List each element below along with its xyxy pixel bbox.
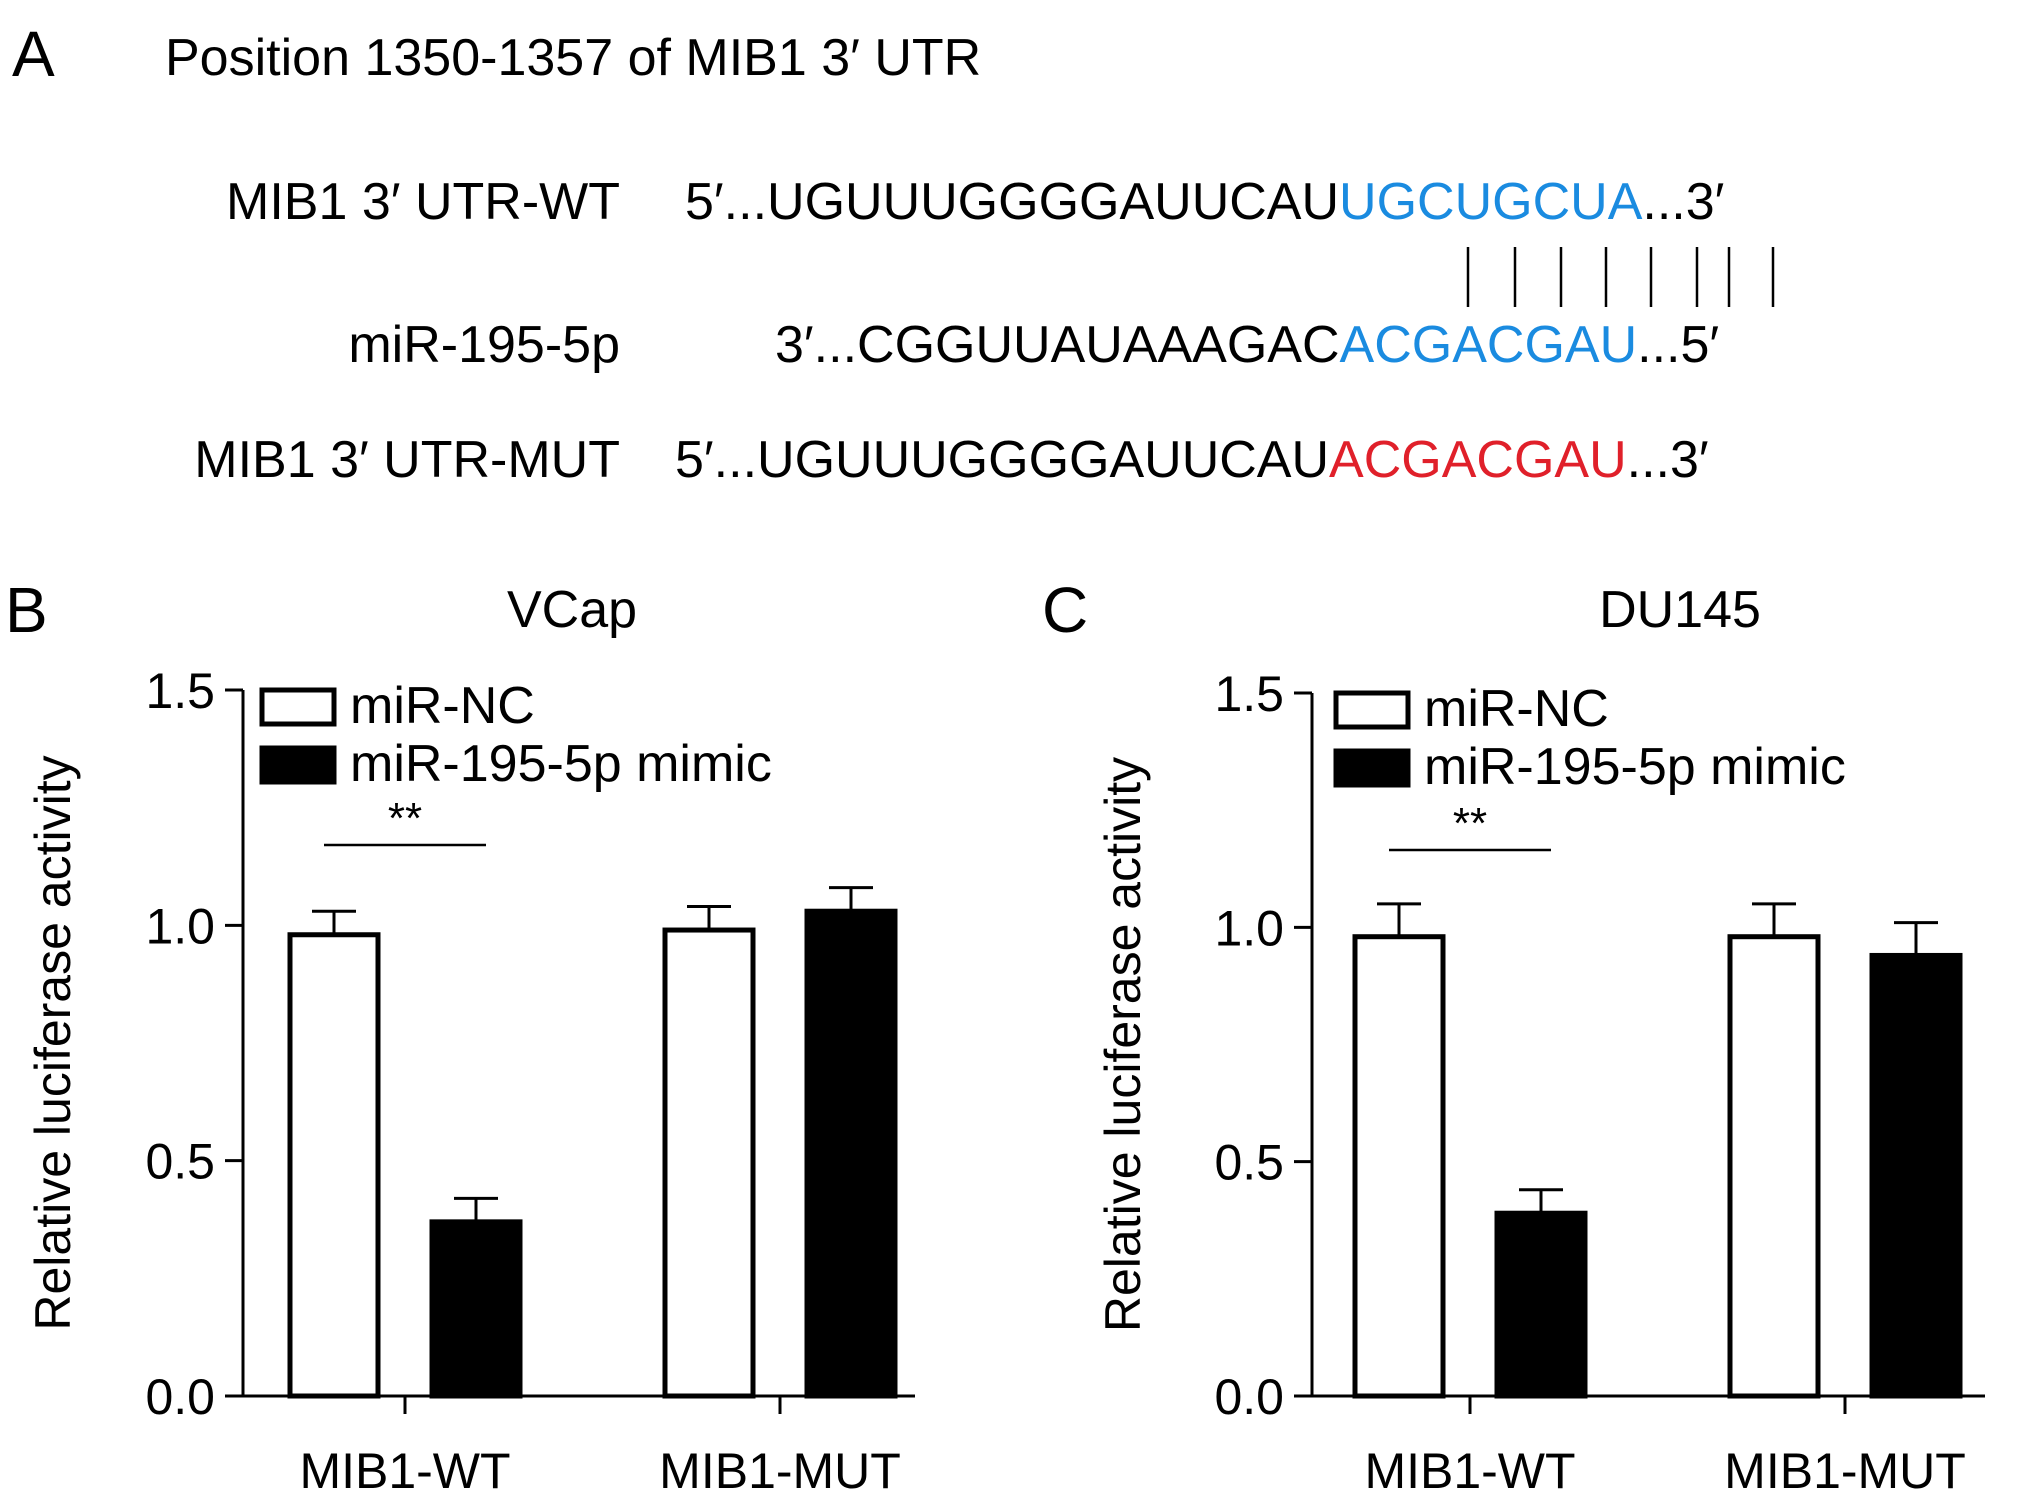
x-tick-label: MIB1-MUT — [1724, 1443, 1966, 1499]
bar-mir-195-5p-mimic — [804, 908, 898, 1399]
x-tick-label: MIB1-WT — [299, 1443, 510, 1499]
bar-mir-nc — [1727, 934, 1821, 1399]
sequence-text: 5′...UGUUUGGGGAUUCAUUGCUGCUA...3′ — [685, 172, 1724, 232]
panel-a-title: Position 1350-1357 of MIB1 3′ UTR — [165, 29, 982, 87]
legend-label: miR-NC — [350, 677, 535, 735]
sequence-suffix: ...3′ — [1642, 173, 1725, 231]
y-axis-label: Relative luciferase activity — [1095, 757, 1151, 1332]
legend-label: miR-NC — [1424, 680, 1609, 738]
legend-swatch — [1333, 690, 1411, 730]
significance-label: ** — [388, 794, 422, 843]
panel-c-letter: C — [1042, 574, 1089, 646]
legend-label: miR-195-5p mimic — [1424, 738, 1846, 796]
bar-mir-195-5p-mimic — [429, 1219, 523, 1399]
y-tick-label: 1.5 — [1214, 666, 1284, 722]
y-tick-label: 1.5 — [145, 663, 215, 719]
x-tick-label: MIB1-MUT — [659, 1443, 901, 1499]
y-tick-label: 0.0 — [1214, 1369, 1284, 1425]
chart-title: VCap — [507, 581, 637, 639]
legend-swatch — [1333, 748, 1411, 788]
bar-mir-nc — [1352, 934, 1446, 1399]
sequence-suffix: ...3′ — [1626, 431, 1709, 489]
sequence-label: MIB1 3′ UTR-WT — [226, 173, 620, 231]
legend-swatch — [259, 687, 337, 727]
panel-b-letter: B — [5, 574, 48, 646]
sequence-label: miR-195-5p — [348, 316, 620, 374]
legend-label: miR-195-5p mimic — [350, 735, 772, 793]
sequence-suffix: ...5′ — [1637, 316, 1720, 374]
sequence-prefix: 3′...CGGUUAUAAAGAC — [775, 316, 1340, 374]
sequence-prefix: 5′...UGUUUGGGGAUUCAU — [675, 431, 1330, 489]
panel-a-letter: A — [12, 18, 55, 90]
sequence-highlight: ACGACGAU — [1329, 431, 1627, 489]
y-tick-label: 0.0 — [145, 1369, 215, 1425]
bar-mir-nc — [287, 932, 381, 1399]
x-tick-label: MIB1-WT — [1364, 1443, 1575, 1499]
legend-swatch — [259, 745, 337, 785]
y-axis-label: Relative luciferase activity — [25, 755, 81, 1330]
y-tick-label: 0.5 — [145, 1134, 215, 1190]
sequence-prefix: 5′...UGUUUGGGGAUUCAU — [685, 173, 1340, 231]
bar-mir-195-5p-mimic — [1869, 952, 1963, 1399]
sequence-highlight: ACGACGAU — [1339, 316, 1638, 374]
y-tick-label: 1.0 — [145, 898, 215, 954]
bar-mir-195-5p-mimic — [1494, 1210, 1588, 1399]
y-tick-label: 0.5 — [1214, 1135, 1284, 1191]
sequence-text: 3′...CGGUUAUAAAGACACGACGAU...5′ — [775, 315, 1719, 375]
sequence-text: 5′...UGUUUGGGGAUUCAUACGACGAU...3′ — [675, 430, 1709, 490]
chart-title: DU145 — [1599, 581, 1761, 639]
sequence-highlight: UGCUGCUA — [1339, 173, 1643, 231]
y-tick-label: 1.0 — [1214, 900, 1284, 956]
significance-label: ** — [1453, 799, 1487, 848]
sequence-label: MIB1 3′ UTR-MUT — [194, 431, 620, 489]
bar-mir-nc — [662, 927, 756, 1399]
